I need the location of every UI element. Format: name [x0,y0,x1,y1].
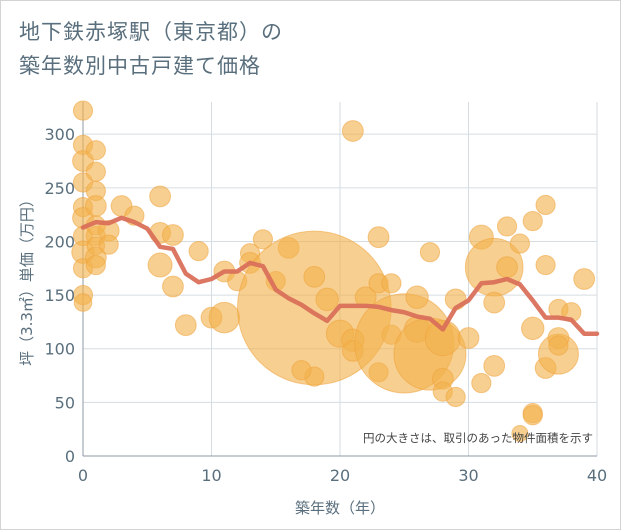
bubble-point-14 [84,195,107,217]
x-tick-label-1: 10 [201,466,221,485]
bubble-point-32 [208,301,241,334]
bubble-point-74 [511,424,529,442]
bubble-point-70 [483,354,506,377]
bubble-point-46 [341,120,364,142]
bubble-point-27 [162,224,184,246]
bubble-point-21 [98,234,119,255]
bubble-point-26 [147,252,173,278]
chart-title-line-1: 地下鉄赤塚駅（東京都）の [19,20,283,44]
bubble-point-71 [496,216,518,237]
bubble-point-10 [73,293,93,312]
bubble-point-29 [174,314,197,337]
bubble-point-59 [419,242,441,263]
bubble-point-43 [291,360,312,381]
bubble-point-78 [522,405,543,426]
bubble-point-28 [162,275,184,298]
y-tick-label-1: 50 [55,393,75,412]
bubble-point-84 [548,335,569,356]
bubble-point-0 [72,100,94,121]
bubble-point-80 [535,254,556,276]
bubble-point-41 [303,265,326,288]
bubble-point-11 [85,140,106,161]
x-tick-label-3: 30 [458,466,478,485]
x-tick-label-4: 40 [587,466,607,485]
bubble-point-19 [85,254,106,276]
bubble-point-37 [252,229,273,250]
bubble-point-67 [471,372,492,394]
y-tick-label-6: 300 [44,125,75,144]
y-tick-label-2: 100 [44,340,75,359]
bubble-point-12 [85,161,106,182]
bubble-point-69 [483,291,506,314]
chart-title-line-2: 築年数別中古戸建て価格 [19,54,261,78]
x-tick-label-2: 20 [330,466,350,485]
y-axis-label: 坪（3.3㎡）単価（万円） [18,192,36,366]
x-tick-label-0: 0 [78,466,88,485]
bubble-point-50 [367,226,390,249]
bubble-point-87 [573,268,596,290]
bubble-point-24 [149,185,172,208]
y-tick-label-5: 250 [44,179,75,198]
size-legend-note: 円の大きさは、取引のあった物件面積を示す [363,431,593,445]
bubble-point-53 [381,273,402,294]
bubble-point-79 [535,194,556,216]
bubble-point-56 [405,285,429,309]
y-tick-label-4: 200 [44,232,75,251]
bubble-point-64 [445,386,466,408]
bubble-point-75 [522,210,543,232]
trend-line [80,215,600,336]
bubble-point-72 [496,256,518,279]
chart-title: 地下鉄赤塚駅（東京都）の 築年数別中古戸建て価格 [19,15,283,83]
bubble-point-30 [188,241,209,262]
bubble-point-76 [521,316,545,341]
bubble-point-44 [315,287,339,312]
y-tick-label-0: 0 [65,447,75,466]
y-tick-label-3: 150 [44,286,75,305]
x-axis-label: 築年数（年） [295,499,385,517]
bubble-point-73 [509,233,531,254]
bubble-point-65 [457,327,480,349]
